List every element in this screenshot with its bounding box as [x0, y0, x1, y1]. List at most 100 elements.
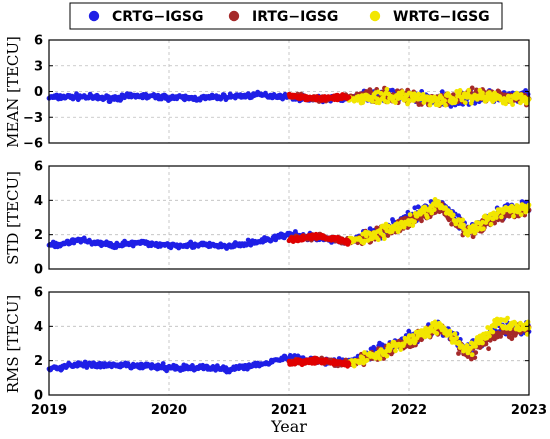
data-point	[351, 363, 357, 369]
data-point	[334, 235, 340, 241]
data-point	[488, 221, 494, 227]
data-point	[397, 226, 403, 231]
data-point	[316, 234, 321, 239]
data-point	[453, 97, 459, 103]
panel-rms: 0 2 4 6 RMS [TECU]	[4, 286, 532, 404]
data-point	[462, 100, 468, 105]
data-point	[302, 95, 308, 100]
data-point	[287, 91, 292, 97]
data-point	[505, 315, 510, 321]
x-axis-label: Year	[270, 417, 307, 436]
data-point	[503, 101, 509, 107]
data-point	[457, 88, 463, 93]
data-point	[300, 233, 306, 239]
data-point	[407, 212, 413, 218]
data-point	[429, 210, 435, 216]
data-point	[410, 223, 416, 229]
panel-std: 0 2 4 6 STD [TECU]	[4, 160, 532, 278]
data-point	[331, 360, 337, 366]
data-point	[303, 360, 309, 366]
data-point	[442, 98, 447, 104]
data-point	[337, 96, 342, 102]
data-point	[469, 352, 475, 358]
data-point	[473, 344, 478, 349]
data-point	[525, 319, 531, 325]
data-point	[384, 353, 390, 359]
data-point	[291, 93, 297, 98]
data-point	[511, 213, 516, 219]
data-point	[343, 95, 348, 100]
data-point	[436, 199, 441, 205]
data-point	[487, 333, 492, 339]
data-point	[328, 95, 334, 101]
panel-mean: −6 −3 0 3 6 MEAN [TECU]	[4, 34, 532, 152]
y-tick-label: 0	[34, 263, 43, 278]
data-point	[522, 326, 528, 332]
data-point	[381, 236, 387, 242]
data-point	[473, 350, 479, 355]
data-point	[419, 218, 424, 224]
data-point	[314, 358, 320, 364]
data-point	[456, 351, 461, 356]
data-point	[394, 221, 400, 227]
panel-rms-points	[46, 315, 532, 375]
data-point	[427, 102, 433, 108]
panel-rms-ylabel: RMS [TECU]	[4, 295, 22, 393]
panel-mean-grid	[49, 40, 529, 143]
y-tick-label: 2	[34, 228, 43, 243]
data-point	[461, 222, 466, 228]
legend-marker-crtg	[88, 10, 100, 22]
y-tick-label: 2	[34, 354, 43, 369]
data-point	[296, 96, 302, 102]
y-tick-label: 4	[34, 194, 43, 209]
data-point	[416, 91, 422, 97]
data-point	[452, 331, 458, 337]
data-point	[297, 357, 303, 363]
y-tick-label: 0	[34, 389, 43, 404]
panel-mean-points	[46, 85, 532, 109]
data-point	[398, 347, 404, 352]
y-tick-label: 6	[34, 286, 43, 301]
data-point	[345, 237, 350, 243]
data-point	[361, 97, 366, 102]
data-point	[499, 214, 504, 220]
x-axis-ticks: 2019 2020 2021 2022 2023	[31, 403, 547, 418]
data-point	[385, 99, 391, 105]
data-point	[384, 86, 390, 92]
data-point	[425, 215, 430, 220]
data-point	[420, 92, 426, 97]
data-point	[460, 217, 466, 223]
data-point	[375, 237, 381, 243]
panel-std-ylabel: STD [TECU]	[4, 171, 22, 265]
data-point	[321, 234, 327, 239]
panel-rms-y-ticks: 0 2 4 6	[34, 286, 529, 404]
data-point	[305, 235, 310, 240]
data-point	[434, 331, 440, 336]
y-tick-label: 0	[34, 85, 43, 100]
data-point	[456, 217, 462, 223]
data-point	[466, 87, 472, 93]
x-tick-label: 2022	[391, 403, 427, 418]
legend-marker-wrtg	[369, 10, 381, 22]
data-point	[493, 215, 499, 220]
y-tick-label: −3	[23, 111, 43, 126]
data-point	[292, 238, 297, 243]
data-point	[393, 348, 398, 354]
legend-label-irtg: IRTG−IGSG	[252, 9, 338, 25]
data-point	[518, 92, 524, 98]
data-point	[454, 335, 460, 341]
data-point	[490, 329, 496, 335]
data-point	[360, 355, 366, 361]
y-tick-label: 6	[34, 34, 43, 49]
data-point	[405, 101, 410, 107]
data-point	[294, 235, 300, 240]
data-point	[369, 99, 375, 104]
data-point	[448, 332, 453, 337]
data-point	[306, 95, 311, 100]
panel-std-y-ticks: 0 2 4 6	[34, 160, 529, 278]
data-point	[426, 334, 432, 339]
x-tick-label: 2021	[271, 403, 307, 418]
y-tick-label: 6	[34, 160, 43, 175]
panel-std-points	[46, 197, 532, 251]
legend-label-wrtg: WRTG−IGSG	[393, 9, 490, 25]
